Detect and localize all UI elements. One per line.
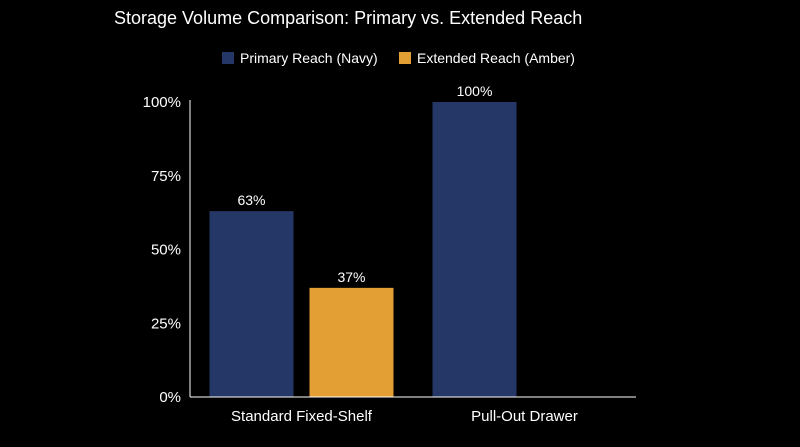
legend-label-extended: Extended Reach (Amber) (417, 50, 575, 66)
bar-value-label: 63% (237, 192, 265, 208)
legend: Primary Reach (Navy) Extended Reach (Amb… (222, 50, 575, 66)
legend-swatch-primary (222, 52, 234, 64)
y-tick-label: 50% (151, 242, 181, 259)
bars: 63% 37% 100% (209, 83, 517, 397)
y-tick-label: 75% (151, 168, 181, 185)
legend-swatch-extended (399, 52, 411, 64)
bar-value-label: 37% (337, 269, 365, 285)
y-tick-label: 25% (151, 315, 181, 332)
y-tick-label: 100% (143, 94, 181, 111)
bar-value-label: 100% (457, 83, 493, 99)
y-axis: 0% 25% 50% 75% 100% (143, 94, 191, 406)
x-category-label: Standard Fixed-Shelf (231, 408, 373, 425)
bar-primary-0 (209, 211, 294, 397)
x-category-label: Pull-Out Drawer (471, 408, 578, 425)
bar-extended-0 (309, 287, 394, 397)
x-axis: Standard Fixed-Shelf Pull-Out Drawer (190, 396, 636, 425)
legend-label-primary: Primary Reach (Navy) (240, 50, 378, 66)
y-tick-label: 0% (159, 389, 181, 406)
bar-primary-1 (432, 102, 517, 397)
chart-title: Storage Volume Comparison: Primary vs. E… (114, 8, 582, 28)
